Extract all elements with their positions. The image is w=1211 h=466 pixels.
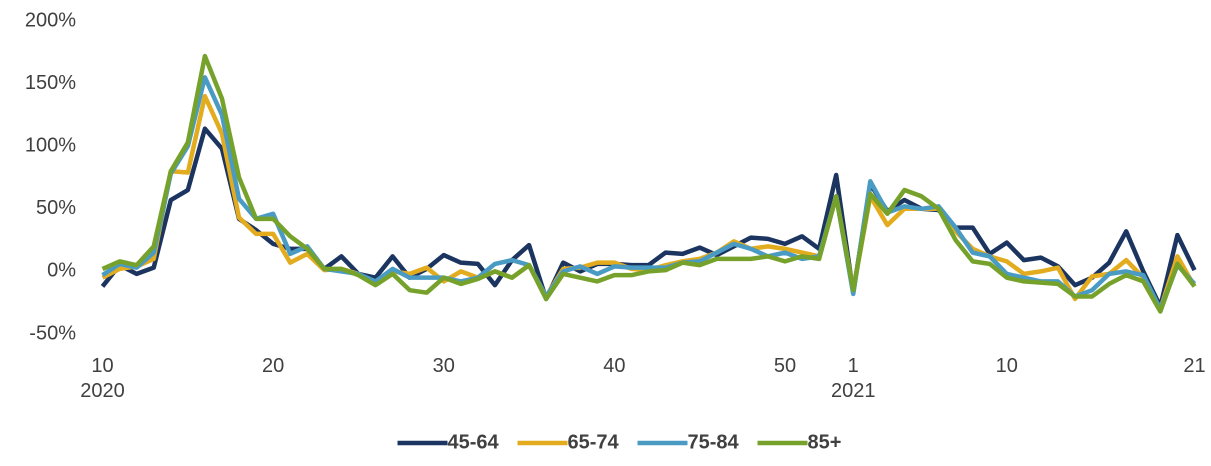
x-tick-label: 1 2021 — [831, 355, 876, 402]
x-tick-label: 40 — [603, 355, 625, 377]
y-tick-label: 100% — [25, 134, 76, 156]
series-line — [101, 53, 1197, 314]
x-tick-label: 10 — [996, 355, 1018, 377]
legend-label: 85+ — [808, 431, 842, 453]
x-tick-label: 10 2020 — [80, 355, 125, 402]
legend-label: 75-84 — [688, 431, 740, 453]
legend: 45-64 65-74 75-84 85+ — [397, 431, 842, 453]
series-line — [101, 75, 1197, 312]
y-tick-label: 0% — [47, 260, 76, 282]
y-tick-label: -50% — [29, 322, 76, 344]
x-tick-label: 21 — [1183, 355, 1205, 377]
x-tick-label: 50 — [774, 355, 796, 377]
series-line — [100, 126, 1197, 309]
y-tick-label: 200% — [25, 9, 76, 31]
legend-label: 65-74 — [568, 431, 620, 453]
x-tick-label: 30 — [433, 355, 455, 377]
legend-label: 45-64 — [448, 431, 500, 453]
y-tick-label: 150% — [25, 72, 76, 94]
y-tick-label: 50% — [36, 197, 76, 219]
x-tick-label: 20 — [262, 355, 284, 377]
